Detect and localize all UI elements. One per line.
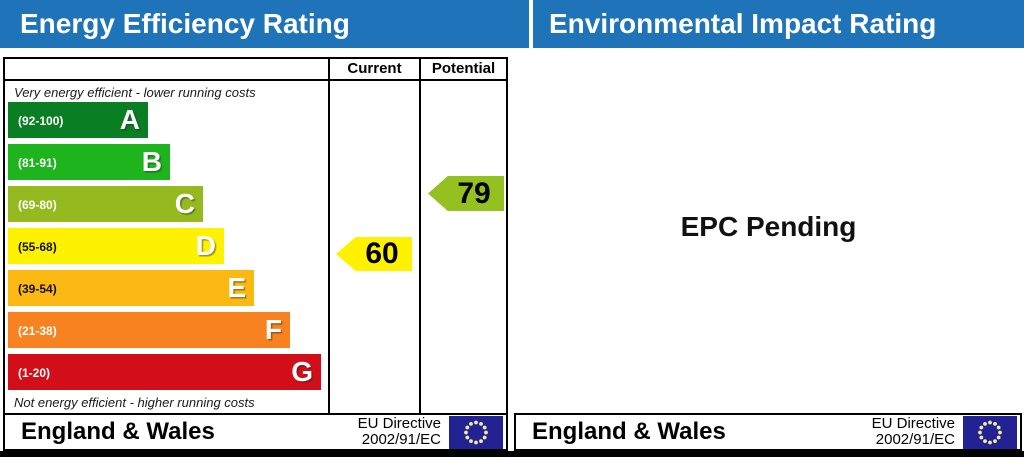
epc-band-range: (92-100): [18, 114, 64, 128]
eu-directive-line2: 2002/91/EC: [361, 431, 441, 448]
epc-band-range: (21-38): [18, 324, 57, 338]
epc-band-D: (55-68) D: [8, 228, 326, 264]
epc-band-F: (21-38) F: [8, 312, 326, 348]
epc-band-letter: B: [141, 146, 162, 177]
epc-band-range: (1-20): [18, 366, 51, 380]
epc-band-letter: G: [291, 356, 313, 387]
column-divider: [328, 59, 330, 415]
epc-band-bar: (55-68) D: [8, 228, 224, 264]
region-label: England & Wales: [21, 418, 215, 445]
epc-band-range: (81-91): [18, 156, 57, 170]
epc-band-C: (69-80) C: [8, 186, 326, 222]
epc-band-bar: (21-38) F: [8, 312, 290, 348]
eu-flag-icon: [963, 415, 1017, 449]
epc-band-B: (81-91) B: [8, 144, 326, 180]
epc-band-E: (39-54) E: [8, 270, 326, 306]
eu-directive-line2: 2002/91/EC: [875, 431, 955, 448]
epc-band-bar: (1-20) G: [8, 354, 321, 390]
eu-directive-label: EU Directive 2002/91/EC: [358, 416, 441, 448]
potential-column-header: Potential: [431, 60, 496, 77]
eu-directive-line1: EU Directive: [871, 415, 955, 432]
footer-energy: England & Wales EU Directive 2002/91/EC: [3, 413, 508, 451]
footer-environmental: England & Wales EU Directive 2002/91/EC: [514, 413, 1022, 451]
header-divider: [5, 79, 506, 81]
epc-band-A: (92-100) A: [8, 102, 326, 138]
region-label: England & Wales: [532, 418, 726, 445]
epc-band-bar: (39-54) E: [8, 270, 254, 306]
eu-directive-label: EU Directive 2002/91/EC: [872, 416, 955, 448]
epc-band-bar: (81-91) B: [8, 144, 170, 180]
epc-band-range: (55-68): [18, 240, 57, 254]
eu-flag-icon: [449, 415, 503, 449]
epc-band-G: (1-20) G: [8, 354, 326, 390]
epc-band-bar: (92-100) A: [8, 102, 148, 138]
efficient-caption: Very energy efficient - lower running co…: [14, 85, 256, 100]
epc-band-letter: C: [174, 188, 195, 219]
epc-band-range: (69-80): [18, 198, 57, 212]
column-divider: [419, 59, 421, 415]
inefficient-caption: Not energy efficient - higher running co…: [14, 395, 255, 410]
epc-band-letter: D: [195, 230, 216, 261]
current-column-header: Current: [347, 60, 402, 77]
energy-rating-chart: Current Potential Very energy efficient …: [3, 57, 508, 417]
epc-band-letter: E: [227, 272, 246, 303]
epc-band-letter: F: [264, 314, 282, 345]
epc-band-range: (39-54): [18, 282, 57, 296]
epc-band-letter: A: [119, 104, 140, 135]
epc-pending-status: EPC Pending: [680, 211, 857, 242]
bottom-border: [0, 451, 1024, 457]
eu-directive-line1: EU Directive: [357, 415, 441, 432]
epc-band-bar: (69-80) C: [8, 186, 203, 222]
environmental-rating-title: Environmental Impact Rating: [533, 0, 1024, 48]
energy-rating-title: Energy Efficiency Rating: [0, 0, 529, 48]
